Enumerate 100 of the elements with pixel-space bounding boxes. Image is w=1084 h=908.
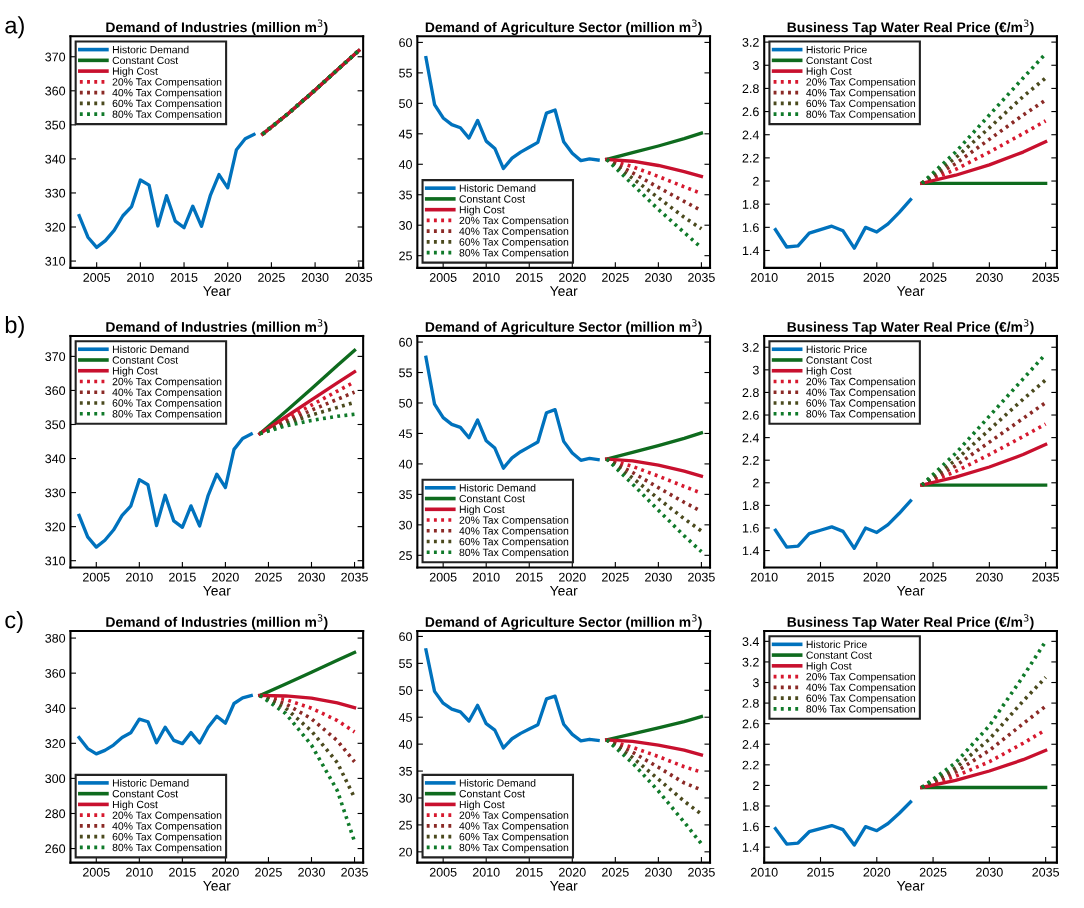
x-tick-label: 2035: [688, 572, 715, 582]
x-tick-label: 2030: [976, 572, 1003, 582]
y-tick-label: 1.4: [742, 546, 759, 556]
chart-title: Business Tap Water Real Price (€/m$^{3}$): [787, 19, 1034, 35]
x-tick-label: 2005: [429, 273, 457, 282]
x-tick-label: 2020: [559, 867, 586, 877]
y-tick-label: 2: [753, 176, 759, 186]
legend-label: 20% Tax Compensation: [112, 811, 222, 821]
y-tick-label: 55: [399, 368, 412, 378]
y-tick-label: 2.8: [742, 388, 759, 398]
y-tick-label: 1.8: [742, 801, 759, 811]
y-tick-label: 20: [399, 847, 412, 857]
y-tick-label: 360: [45, 668, 66, 678]
x-tick-label: 2035: [345, 273, 373, 282]
x-tick-label: 2025: [919, 273, 947, 282]
x-tick-label: 2015: [807, 273, 834, 282]
chart-title: Business Tap Water Real Price (€/m$^{3}$): [787, 319, 1034, 335]
legend-label: Constant Cost: [806, 356, 872, 364]
y-tick-label: 60: [399, 632, 412, 642]
legend-label: Historic Demand: [459, 483, 536, 492]
legend-label: Constant Cost: [112, 790, 179, 798]
text: b): [5, 315, 24, 338]
y-tick-label: 310: [45, 556, 66, 566]
legend-label: 80% Tax Compensation: [112, 409, 222, 420]
legend-label: Historic Demand: [459, 184, 536, 192]
x-tick-label: 2020: [559, 572, 586, 582]
y-tick-label: 320: [45, 739, 66, 748]
x-tick-label: 2010: [472, 572, 500, 582]
y-tick-label: 60: [399, 337, 412, 347]
y-tick-label: 370: [45, 52, 66, 62]
legend-label: Historic Demand: [459, 779, 536, 787]
y-tick-label: 1.6: [742, 523, 759, 533]
y-tick-label: 350: [45, 120, 66, 130]
legend-label: Constant Cost: [459, 790, 525, 798]
x-tick-label: 2020: [863, 867, 891, 877]
text: a): [5, 16, 24, 39]
legend-label: 80% Tax Compensation: [806, 704, 916, 715]
y-tick-label: 2.8: [742, 84, 759, 94]
x-tick-label: 2035: [688, 273, 715, 282]
y-tick-label: 55: [399, 68, 412, 78]
chart-title: Business Tap Water Real Price (€/m$^{3}$): [787, 614, 1034, 630]
y-tick-label: 310: [45, 256, 66, 266]
y-tick-label: 40: [398, 739, 412, 749]
legend-label: 40% Tax Compensation: [459, 526, 569, 537]
y-tick-label: 30: [399, 221, 412, 230]
legend-label: 20% Tax Compensation: [806, 672, 916, 683]
y-tick-label: 2.4: [742, 433, 759, 443]
y-tick-label: 50: [399, 99, 412, 108]
chart-title: Demand of Industries (million m$^{3}$): [106, 19, 328, 35]
x-tick-label: 2005: [83, 273, 111, 282]
legend-label: 20% Tax Compensation: [112, 77, 222, 88]
x-tick-label: 2015: [807, 867, 834, 877]
legend-label: Historic Demand: [112, 345, 189, 353]
y-tick-label: 360: [45, 86, 66, 96]
legend-label: 60% Tax Compensation: [112, 832, 222, 843]
y-tick-label: 1.4: [742, 843, 759, 852]
y-tick-label: 280: [45, 809, 66, 819]
legend-label: 60% Tax Compensation: [112, 399, 222, 409]
legend-label: 40% Tax Compensation: [112, 388, 222, 399]
x-tick-label: 2010: [126, 867, 153, 877]
legend-label: 60% Tax Compensation: [459, 537, 569, 548]
legend-label: 60% Tax Compensation: [459, 832, 569, 843]
legend-label: 80% Tax Compensation: [459, 843, 569, 854]
x-tick-label: 2035: [1032, 572, 1060, 582]
legend-label: Historic Price: [806, 345, 867, 353]
x-tick-label: 2015: [515, 273, 543, 282]
y-tick-label: 1.8: [742, 501, 759, 511]
y-tick-label: 35: [399, 766, 412, 776]
y-tick-label: 260: [45, 844, 66, 854]
y-tick-label: 25: [399, 820, 412, 830]
y-tick-label: 2.2: [742, 153, 759, 163]
legend-label: High Cost: [806, 67, 852, 77]
legend-label: 60% Tax Compensation: [806, 399, 916, 409]
chart-title: Demand of Industries (million m$^{3}$): [106, 319, 328, 335]
legend-label: 40% Tax Compensation: [806, 88, 916, 99]
x-tick-label: 2035: [341, 867, 368, 877]
x-tick-label: 2015: [807, 572, 834, 582]
x-tick-label: 2030: [298, 867, 325, 877]
y-tick-label: 340: [45, 454, 66, 464]
y-tick-label: 50: [399, 398, 412, 408]
y-tick-label: 2.6: [742, 107, 759, 117]
x-tick-label: 2030: [645, 273, 672, 282]
x-tick-label: 2015: [170, 273, 198, 282]
y-tick-label: 30: [399, 520, 412, 530]
legend-label: 60% Tax Compensation: [112, 99, 222, 110]
chart-title: Demand of Agriculture Sector (million m$^{3}$): [425, 614, 702, 630]
x-tick-label: 2010: [472, 273, 500, 282]
x-tick-label: 2025: [255, 867, 282, 877]
y-tick-label: 3.2: [742, 657, 759, 667]
y-tick-label: 2.6: [742, 410, 759, 420]
legend-label: 20% Tax Compensation: [459, 216, 569, 227]
legend-label: 40% Tax Compensation: [806, 683, 916, 694]
x-tick-label: 2020: [212, 572, 239, 582]
x-tick-label: 2020: [212, 867, 239, 877]
y-tick-label: 55: [399, 659, 412, 669]
x-tick-label: 2020: [559, 273, 586, 282]
legend-label: High Cost: [459, 505, 505, 516]
x-tick-label: 2005: [429, 867, 457, 877]
legend-label: High Cost: [459, 205, 505, 216]
legend-label: 80% Tax Compensation: [112, 110, 222, 120]
